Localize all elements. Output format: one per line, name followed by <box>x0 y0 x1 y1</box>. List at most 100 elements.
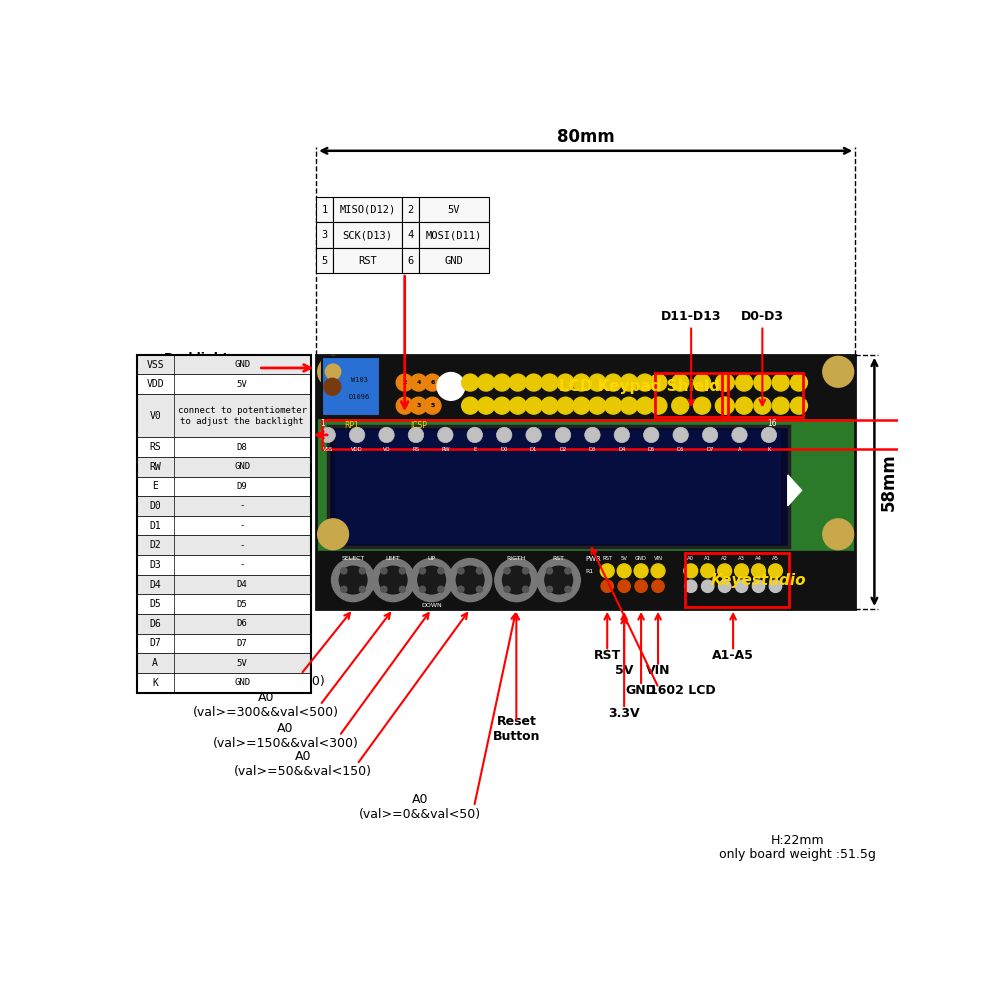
Circle shape <box>605 374 622 391</box>
Circle shape <box>618 580 630 592</box>
Circle shape <box>634 564 648 578</box>
Bar <box>137 374 311 394</box>
Circle shape <box>555 427 571 443</box>
Text: 80mm: 80mm <box>557 128 615 146</box>
Text: 1: 1 <box>403 403 407 408</box>
Circle shape <box>424 374 441 391</box>
Circle shape <box>651 564 665 578</box>
Text: 1: 1 <box>321 205 328 215</box>
Text: Reset
Button: Reset Button <box>493 715 540 743</box>
Text: RW: RW <box>441 447 450 452</box>
Text: D1096: D1096 <box>349 394 370 400</box>
Circle shape <box>769 564 782 578</box>
Text: A1-A5: A1-A5 <box>712 649 754 662</box>
Circle shape <box>635 580 647 592</box>
Bar <box>137 437 311 457</box>
Text: D5: D5 <box>648 447 655 452</box>
Circle shape <box>621 397 638 414</box>
Circle shape <box>504 568 510 574</box>
Circle shape <box>509 374 526 391</box>
Circle shape <box>458 586 464 592</box>
Text: GND: GND <box>234 462 250 471</box>
Bar <box>137 555 311 575</box>
Text: MOSI(D11): MOSI(D11) <box>426 230 482 240</box>
Text: E: E <box>152 481 158 491</box>
Text: ICSP: ICSP <box>410 421 427 430</box>
Circle shape <box>379 566 407 594</box>
Circle shape <box>324 378 341 395</box>
Text: D3: D3 <box>589 447 596 452</box>
Circle shape <box>701 564 715 578</box>
Text: D6: D6 <box>149 619 161 629</box>
Circle shape <box>379 427 394 443</box>
Text: SCK(D13): SCK(D13) <box>343 230 393 240</box>
Circle shape <box>410 559 453 602</box>
Text: 1602 LCD: 1602 LCD <box>649 684 715 697</box>
Text: H:22mm: H:22mm <box>771 834 824 847</box>
Text: 5V: 5V <box>615 664 633 677</box>
Text: RST: RST <box>594 649 621 662</box>
Bar <box>328 426 789 547</box>
Circle shape <box>396 397 413 414</box>
Text: RIGTH: RIGTH <box>507 556 526 561</box>
Text: R1: R1 <box>585 569 594 574</box>
Text: A0
(val>=500&&val<=750): A0 (val>=500&&val<=750) <box>168 660 325 688</box>
Text: A: A <box>152 658 158 668</box>
Text: GND: GND <box>635 556 647 561</box>
Text: D0: D0 <box>149 501 161 511</box>
Text: Keyestudio: Keyestudio <box>710 573 806 588</box>
Text: RST: RST <box>358 256 377 266</box>
Circle shape <box>694 397 711 414</box>
Circle shape <box>702 580 714 592</box>
Text: A0: A0 <box>687 556 694 561</box>
Bar <box>316 222 333 248</box>
Text: D4: D4 <box>618 447 626 452</box>
Circle shape <box>772 374 789 391</box>
Bar <box>655 373 728 417</box>
Circle shape <box>650 397 667 414</box>
Circle shape <box>381 568 387 574</box>
Circle shape <box>823 519 854 550</box>
Circle shape <box>438 568 444 574</box>
Text: 5: 5 <box>321 256 328 266</box>
Circle shape <box>320 427 335 443</box>
Circle shape <box>478 374 495 391</box>
Circle shape <box>685 580 697 592</box>
Bar <box>316 355 855 418</box>
Circle shape <box>735 564 749 578</box>
Circle shape <box>565 568 571 574</box>
Text: 5V: 5V <box>237 380 248 389</box>
Text: D11-D13: D11-D13 <box>661 310 721 323</box>
Text: 2: 2 <box>408 205 414 215</box>
Bar <box>137 614 311 634</box>
Circle shape <box>419 586 425 592</box>
Text: D5: D5 <box>149 599 161 609</box>
Circle shape <box>772 397 789 414</box>
Text: VSS: VSS <box>323 447 333 452</box>
Circle shape <box>752 564 765 578</box>
Bar <box>402 248 419 273</box>
Bar <box>137 535 311 555</box>
Text: D1: D1 <box>530 447 537 452</box>
Circle shape <box>589 397 606 414</box>
Circle shape <box>573 374 590 391</box>
Text: GND: GND <box>234 678 250 687</box>
Circle shape <box>399 568 405 574</box>
Circle shape <box>585 427 600 443</box>
Circle shape <box>462 374 479 391</box>
Circle shape <box>410 374 427 391</box>
Text: Backlight
adjustment: Backlight adjustment <box>157 352 237 380</box>
Bar <box>137 575 311 594</box>
Text: D9: D9 <box>237 482 248 491</box>
Circle shape <box>754 374 771 391</box>
Circle shape <box>467 427 482 443</box>
Bar <box>419 197 489 222</box>
Text: 5: 5 <box>430 403 435 408</box>
Circle shape <box>717 397 734 414</box>
Text: D7: D7 <box>237 639 248 648</box>
Circle shape <box>735 580 748 592</box>
Circle shape <box>546 586 553 592</box>
Circle shape <box>823 356 854 387</box>
Text: D1: D1 <box>149 521 161 531</box>
Circle shape <box>541 374 558 391</box>
